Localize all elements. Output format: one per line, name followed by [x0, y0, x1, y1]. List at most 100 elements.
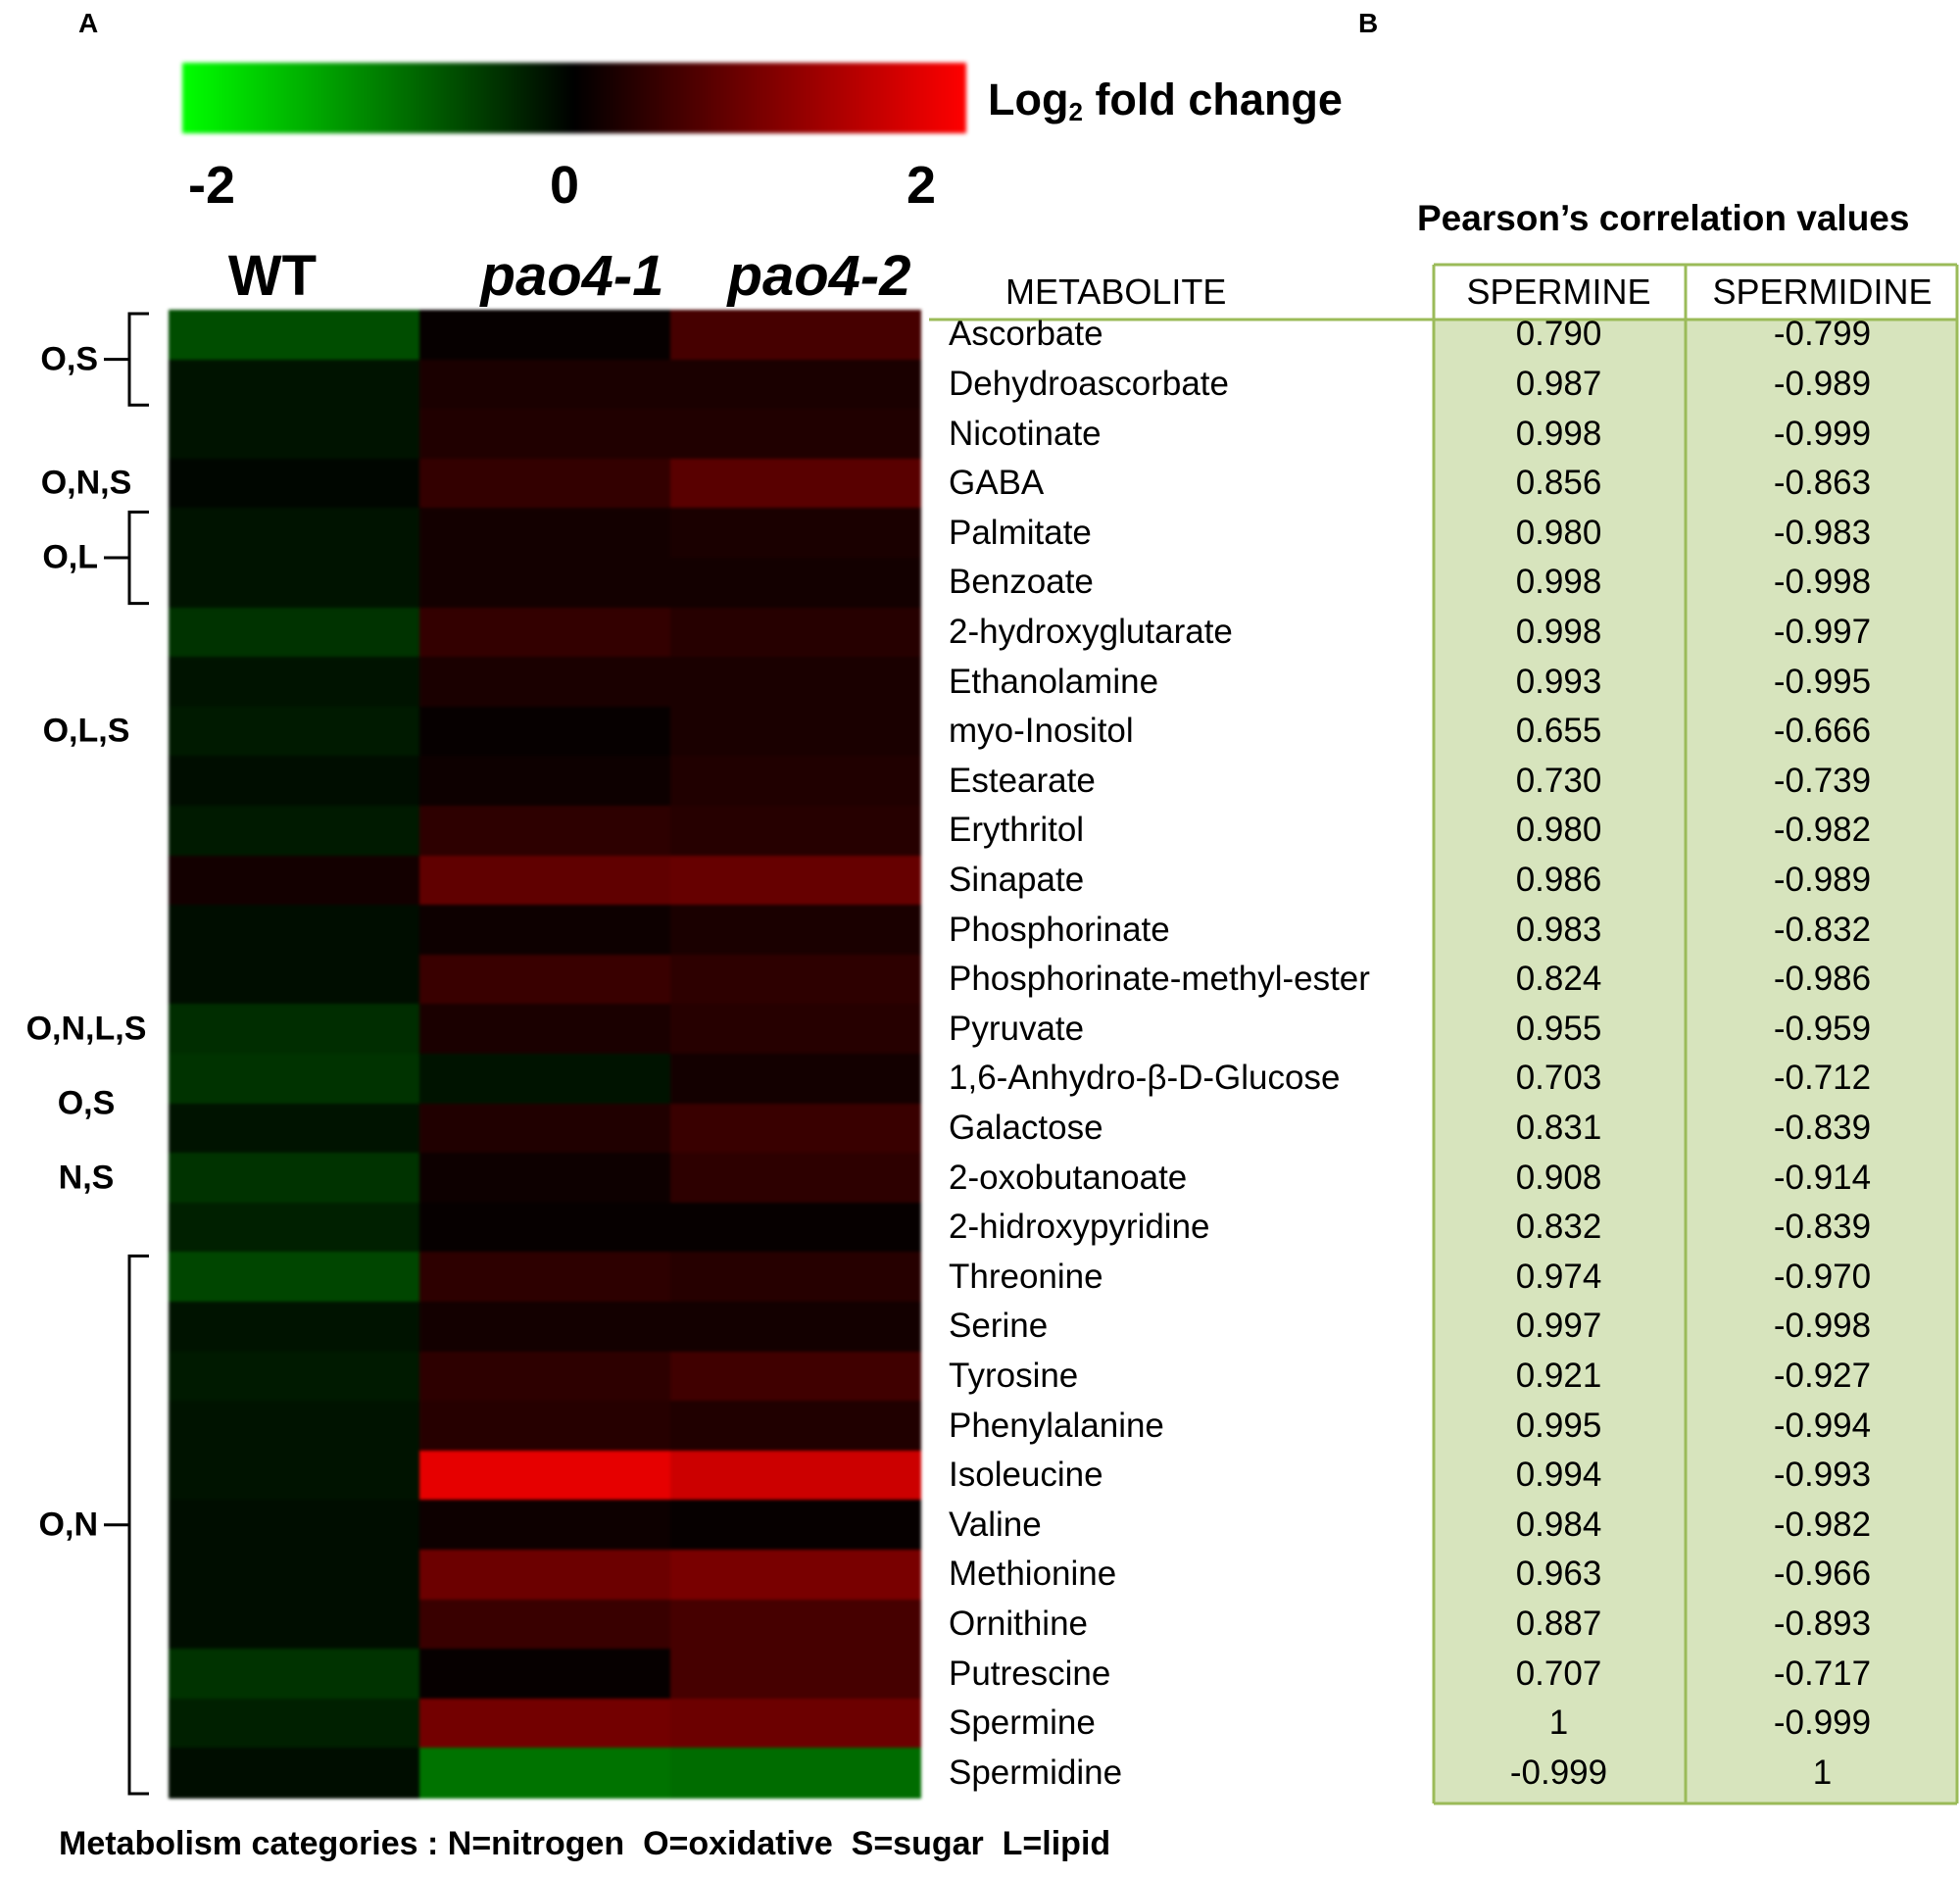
spermine-header: SPERMINE [1466, 272, 1651, 312]
spermine-correlation-value: 1 [1548, 1704, 1569, 1743]
heatmap [169, 310, 921, 1799]
heatmap-cell-18-pao4-2 [670, 1153, 921, 1204]
heatmap-cell-8-pao4-1 [419, 657, 670, 708]
heatmap-cell-27-pao4-2 [670, 1599, 921, 1650]
colorbar-title-subscript: 2 [1068, 97, 1083, 126]
heatmap-cell-17-wt [169, 1103, 419, 1154]
spermidine-correlation-value: -0.799 [1773, 315, 1872, 354]
heatmap-cell-22-wt [169, 1351, 419, 1402]
spermidine-correlation-value: -0.994 [1773, 1406, 1872, 1445]
spermidine-header: SPERMIDINE [1712, 272, 1933, 312]
heatmap-cell-8-wt [169, 657, 419, 708]
column-header-wt: WT [227, 244, 318, 308]
heatmap-cell-10-wt [169, 756, 419, 807]
spermidine-correlation-value: -0.959 [1773, 1009, 1872, 1048]
heatmap-cell-13-pao4-2 [670, 905, 921, 956]
heatmap-cell-24-pao4-2 [670, 1450, 921, 1501]
heatmap-cell-2-pao4-1 [419, 359, 670, 410]
spermidine-correlation-value: -0.999 [1773, 1704, 1872, 1743]
heatmap-cell-14-pao4-2 [670, 954, 921, 1005]
heatmap-cell-21-pao4-1 [419, 1302, 670, 1353]
metabolite-label: Palmitate [949, 513, 1092, 552]
spermine-correlation-value: 0.655 [1515, 712, 1602, 751]
spermine-correlation-value: 0.887 [1515, 1604, 1602, 1643]
spermine-correlation-value: 0.994 [1515, 1456, 1602, 1495]
heatmap-cell-17-pao4-1 [419, 1103, 670, 1154]
heatmap-cell-29-pao4-1 [419, 1698, 670, 1749]
colorbar-title-rest: fold change [1082, 74, 1343, 124]
heatmap-cell-9-wt [169, 706, 419, 757]
spermine-correlation-value: 0.707 [1515, 1654, 1602, 1693]
spermidine-correlation-value: -0.966 [1773, 1555, 1872, 1594]
metabolite-label: Galactose [949, 1108, 1103, 1147]
correlation-table-header-background [1434, 265, 1957, 320]
metabolite-label: Sinapate [949, 860, 1085, 899]
spermine-correlation-value: 0.995 [1515, 1406, 1602, 1445]
metabolite-label: Threonine [949, 1257, 1103, 1296]
heatmap-cell-23-wt [169, 1401, 419, 1452]
heatmap-cell-29-pao4-2 [670, 1698, 921, 1749]
heatmap-cell-29-wt [169, 1698, 419, 1749]
spermidine-correlation-value: -0.839 [1773, 1108, 1872, 1147]
category-label: N,S [58, 1159, 115, 1196]
column-header-pao4-2: pao4-2 [727, 244, 911, 308]
metabolite-label: GABA [949, 464, 1045, 503]
spermine-correlation-value: 0.703 [1515, 1059, 1602, 1098]
heatmap-cell-15-pao4-1 [419, 1004, 670, 1055]
spermidine-correlation-value: -0.986 [1773, 960, 1872, 999]
metabolite-label: Benzoate [949, 563, 1094, 602]
spermine-correlation-value: 0.987 [1515, 364, 1602, 403]
colorbar-title-main: Log [988, 74, 1069, 124]
panel-a-label: A [78, 8, 99, 38]
heatmap-cell-14-pao4-1 [419, 954, 670, 1005]
pearson-title: Pearson’s correlation values [1417, 198, 1910, 238]
spermidine-correlation-value: -0.997 [1773, 612, 1872, 651]
heatmap-cell-11-wt [169, 806, 419, 857]
spermine-correlation-value: 0.974 [1515, 1257, 1602, 1296]
metabolite-label: 2-hydroxyglutarate [949, 612, 1233, 651]
heatmap-cell-1-pao4-2 [670, 310, 921, 361]
spermidine-correlation-value: -0.998 [1773, 563, 1872, 602]
spermine-correlation-value: 0.983 [1515, 910, 1602, 949]
colorbar-tick-min: -2 [187, 156, 236, 215]
heatmap-cell-15-pao4-2 [670, 1004, 921, 1055]
metabolite-label: Spermine [949, 1704, 1096, 1743]
metabolite-label: 2-hidroxypyridine [949, 1208, 1210, 1247]
heatmap-cell-19-pao4-1 [419, 1202, 670, 1253]
heatmap-cell-11-pao4-2 [670, 806, 921, 857]
heatmap-cell-10-pao4-1 [419, 756, 670, 807]
spermine-correlation-value: 0.824 [1515, 960, 1602, 999]
spermine-correlation-value: 0.963 [1515, 1555, 1602, 1594]
colorbar-tick-mid: 0 [549, 156, 580, 215]
heatmap-cell-4-pao4-2 [670, 458, 921, 509]
spermine-correlation-value: 0.998 [1515, 414, 1602, 453]
heatmap-cell-22-pao4-1 [419, 1351, 670, 1402]
heatmap-cell-7-pao4-2 [670, 607, 921, 658]
heatmap-cell-2-wt [169, 359, 419, 410]
spermidine-correlation-value: -0.995 [1773, 662, 1872, 701]
category-brackets [104, 312, 149, 1796]
heatmap-cell-3-wt [169, 409, 419, 460]
category-label: O,S [57, 1084, 116, 1122]
category-bracket [104, 1254, 149, 1796]
spermidine-correlation-value: -0.893 [1773, 1604, 1872, 1643]
spermidine-correlation-value: 1 [1812, 1753, 1833, 1792]
heatmap-cell-7-pao4-1 [419, 607, 670, 658]
metabolite-label: Methionine [949, 1555, 1117, 1594]
metabolite-label: Estearate [949, 761, 1096, 800]
category-label: O,S [40, 340, 98, 378]
metabolite-label: Putrescine [949, 1654, 1111, 1693]
heatmap-cell-17-pao4-2 [670, 1103, 921, 1154]
heatmap-cell-21-pao4-2 [670, 1302, 921, 1353]
spermidine-correlation-value: -0.717 [1773, 1654, 1872, 1693]
heatmap-cell-28-wt [169, 1649, 419, 1700]
category-label: O,L,S [42, 712, 130, 750]
heatmap-cell-24-wt [169, 1450, 419, 1501]
spermidine-correlation-value: -0.927 [1773, 1356, 1872, 1395]
metabolite-label: 1,6-Anhydro-β-D-Glucose [949, 1059, 1341, 1098]
category-label: O,N [38, 1506, 98, 1544]
spermine-correlation-value: 0.997 [1515, 1307, 1602, 1346]
spermine-correlation-value: 0.831 [1515, 1108, 1602, 1147]
heatmap-cell-9-pao4-1 [419, 706, 670, 757]
spermidine-correlation-value: -0.993 [1773, 1456, 1872, 1495]
